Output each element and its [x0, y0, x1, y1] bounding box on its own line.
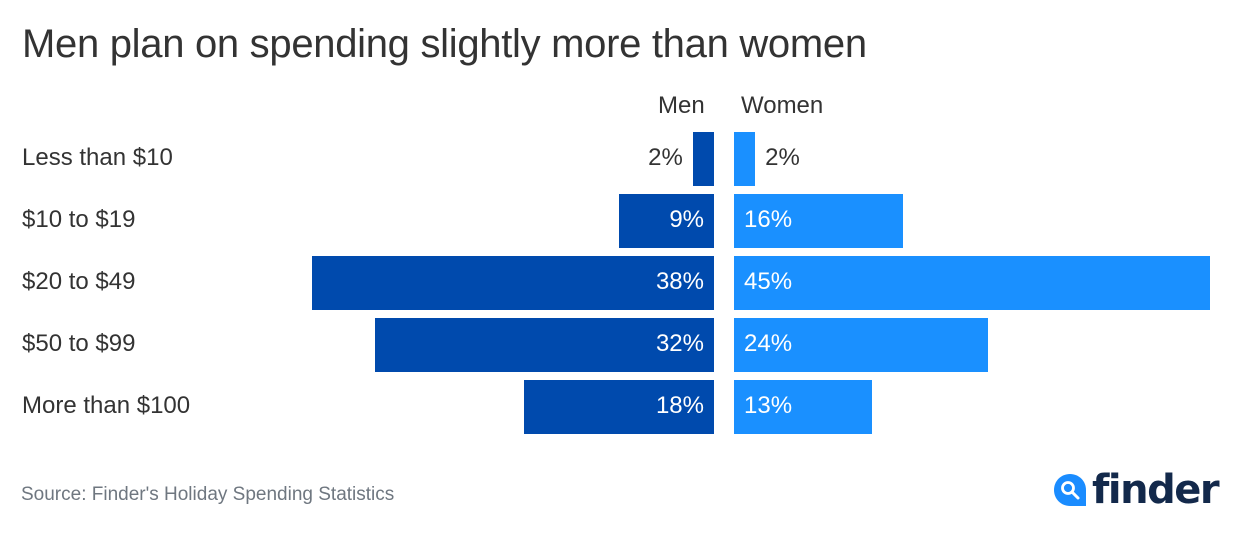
- category-label: $20 to $49: [22, 268, 136, 295]
- value-label-men: 18%: [655, 392, 704, 419]
- bar-men: [692, 132, 714, 186]
- bar-women: [734, 318, 988, 372]
- bar-women: [734, 132, 756, 186]
- search-drop-icon: [1054, 474, 1086, 506]
- category-label: Less than $10: [22, 144, 173, 171]
- bar-men: [523, 380, 714, 434]
- category-label: $10 to $19: [22, 206, 136, 233]
- category-label: $50 to $99: [22, 330, 136, 357]
- category-label: More than $100: [22, 392, 191, 419]
- value-label-women: 24%: [744, 330, 793, 357]
- source-note: Source: Finder's Holiday Spending Statis…: [21, 484, 395, 505]
- legend-women: Women: [741, 92, 824, 119]
- bar-men: [618, 194, 714, 248]
- value-label-women: 2%: [765, 144, 800, 171]
- value-label-men: 9%: [669, 206, 704, 233]
- finder-logo[interactable]: finder: [1052, 467, 1220, 513]
- legend-men: Men: [658, 92, 705, 119]
- value-label-women: 16%: [744, 206, 793, 233]
- chart-title: Men plan on spending slightly more than …: [22, 22, 867, 66]
- bar-women: [734, 380, 872, 434]
- value-label-women: 13%: [744, 392, 793, 419]
- value-label-women: 45%: [744, 268, 793, 295]
- bar-women: [734, 256, 1211, 310]
- bar-men: [311, 256, 714, 310]
- bar-women: [734, 194, 904, 248]
- bar-men: [375, 318, 714, 372]
- value-label-men: 2%: [648, 144, 683, 171]
- value-label-men: 38%: [655, 268, 704, 295]
- logo-wordmark: finder: [1092, 467, 1220, 513]
- value-label-men: 32%: [655, 330, 704, 357]
